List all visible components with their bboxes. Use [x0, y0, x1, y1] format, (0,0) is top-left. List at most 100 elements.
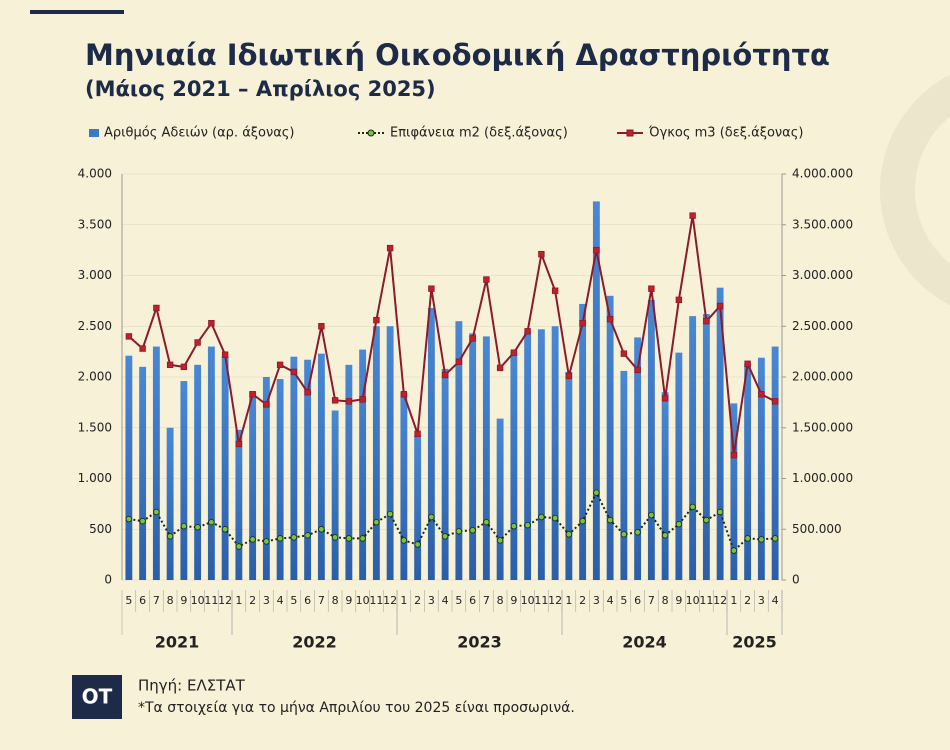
x-tick-label: 9 [510, 594, 517, 607]
x-tick-label: 9 [675, 594, 682, 607]
marker [441, 533, 449, 540]
marker [469, 527, 476, 534]
marker [304, 532, 311, 539]
marker [455, 528, 463, 535]
bar [647, 299, 655, 580]
bar [194, 364, 202, 580]
marker [634, 366, 641, 374]
year-label: 2024 [622, 633, 667, 652]
bar [304, 359, 312, 580]
x-tick-label: 8 [662, 594, 669, 607]
x-tick-label: 6 [469, 594, 476, 607]
x-tick-label: 11 [534, 594, 548, 607]
y2-tick-label: 2.500.000 [792, 319, 853, 333]
bar [716, 287, 724, 580]
marker [524, 521, 531, 529]
y2-tick-label: 3.000.000 [792, 268, 853, 282]
bar [771, 346, 779, 580]
marker [221, 351, 229, 358]
x-tick-label: 4 [277, 594, 284, 607]
year-label: 2025 [732, 633, 777, 652]
marker [235, 440, 243, 448]
bar [565, 371, 573, 580]
marker [221, 526, 229, 533]
marker [551, 287, 559, 294]
marker [689, 503, 696, 511]
marker [359, 396, 366, 403]
bar [675, 352, 683, 580]
marker [290, 368, 298, 376]
x-tick-label: 6 [634, 594, 641, 607]
marker [689, 212, 696, 219]
x-tick-label: 1 [400, 594, 407, 607]
x-tick-label: 7 [153, 594, 160, 607]
year-label: 2023 [457, 633, 502, 652]
marker [125, 515, 133, 523]
bar [730, 403, 738, 580]
marker [758, 536, 765, 543]
marker [373, 518, 380, 526]
accent-bar [30, 10, 124, 14]
marker [744, 535, 751, 542]
y-tick-label: 1.000 [78, 471, 112, 485]
marker [579, 517, 586, 525]
x-tick-label: 7 [318, 594, 325, 607]
marker [675, 296, 683, 304]
marker [565, 531, 573, 538]
marker [194, 339, 201, 346]
marker [428, 513, 435, 521]
marker [648, 285, 655, 292]
marker [290, 534, 298, 541]
bar [207, 346, 215, 580]
bar [537, 329, 545, 580]
x-tick-label: 5 [620, 594, 627, 607]
marker [510, 523, 518, 530]
x-tick-label: 4 [772, 594, 779, 607]
source: Πηγή: ΕΛΣΤΑΤ [138, 677, 246, 695]
marker [620, 531, 628, 538]
x-tick-label: 1 [235, 594, 242, 607]
marker [483, 276, 490, 283]
bar [689, 316, 697, 580]
x-tick-label: 11 [699, 594, 713, 607]
bar [152, 346, 160, 580]
legend-label: Επιφάνεια m2 (δεξ.άξονας) [390, 126, 568, 141]
marker [538, 250, 545, 258]
x-tick-label: 7 [483, 594, 490, 607]
marker [496, 364, 504, 372]
marker [455, 358, 463, 365]
marker [716, 508, 724, 516]
bar [359, 349, 367, 580]
marker [469, 335, 476, 342]
line [128, 490, 776, 553]
marker [276, 361, 284, 369]
x-tick-label: 1 [565, 594, 572, 607]
marker [235, 543, 243, 550]
marker [579, 320, 586, 327]
x-tick-label: 2 [579, 594, 586, 607]
marker [263, 538, 270, 545]
marker [194, 524, 201, 531]
y2-tick-label: 3.500.000 [792, 217, 853, 231]
marker [166, 361, 174, 369]
marker [593, 489, 600, 496]
marker [345, 398, 353, 405]
x-tick-label: 5 [290, 594, 297, 607]
bar [139, 366, 147, 580]
bar [372, 326, 380, 580]
y2-tick-label: 2.000.000 [792, 370, 853, 384]
bar [744, 363, 752, 580]
year-label: 2022 [292, 633, 337, 652]
bar [702, 314, 710, 580]
bar [262, 377, 270, 580]
marker [139, 517, 146, 525]
y-tick-label: 1.500 [78, 420, 112, 434]
x-tick-label: 5 [455, 594, 462, 607]
x-tick-label: 1 [730, 594, 737, 607]
x-tick-label: 10 [191, 594, 205, 607]
marker [606, 315, 614, 323]
bar [331, 410, 339, 580]
marker [331, 534, 339, 541]
x-tick-label: 7 [648, 594, 655, 607]
